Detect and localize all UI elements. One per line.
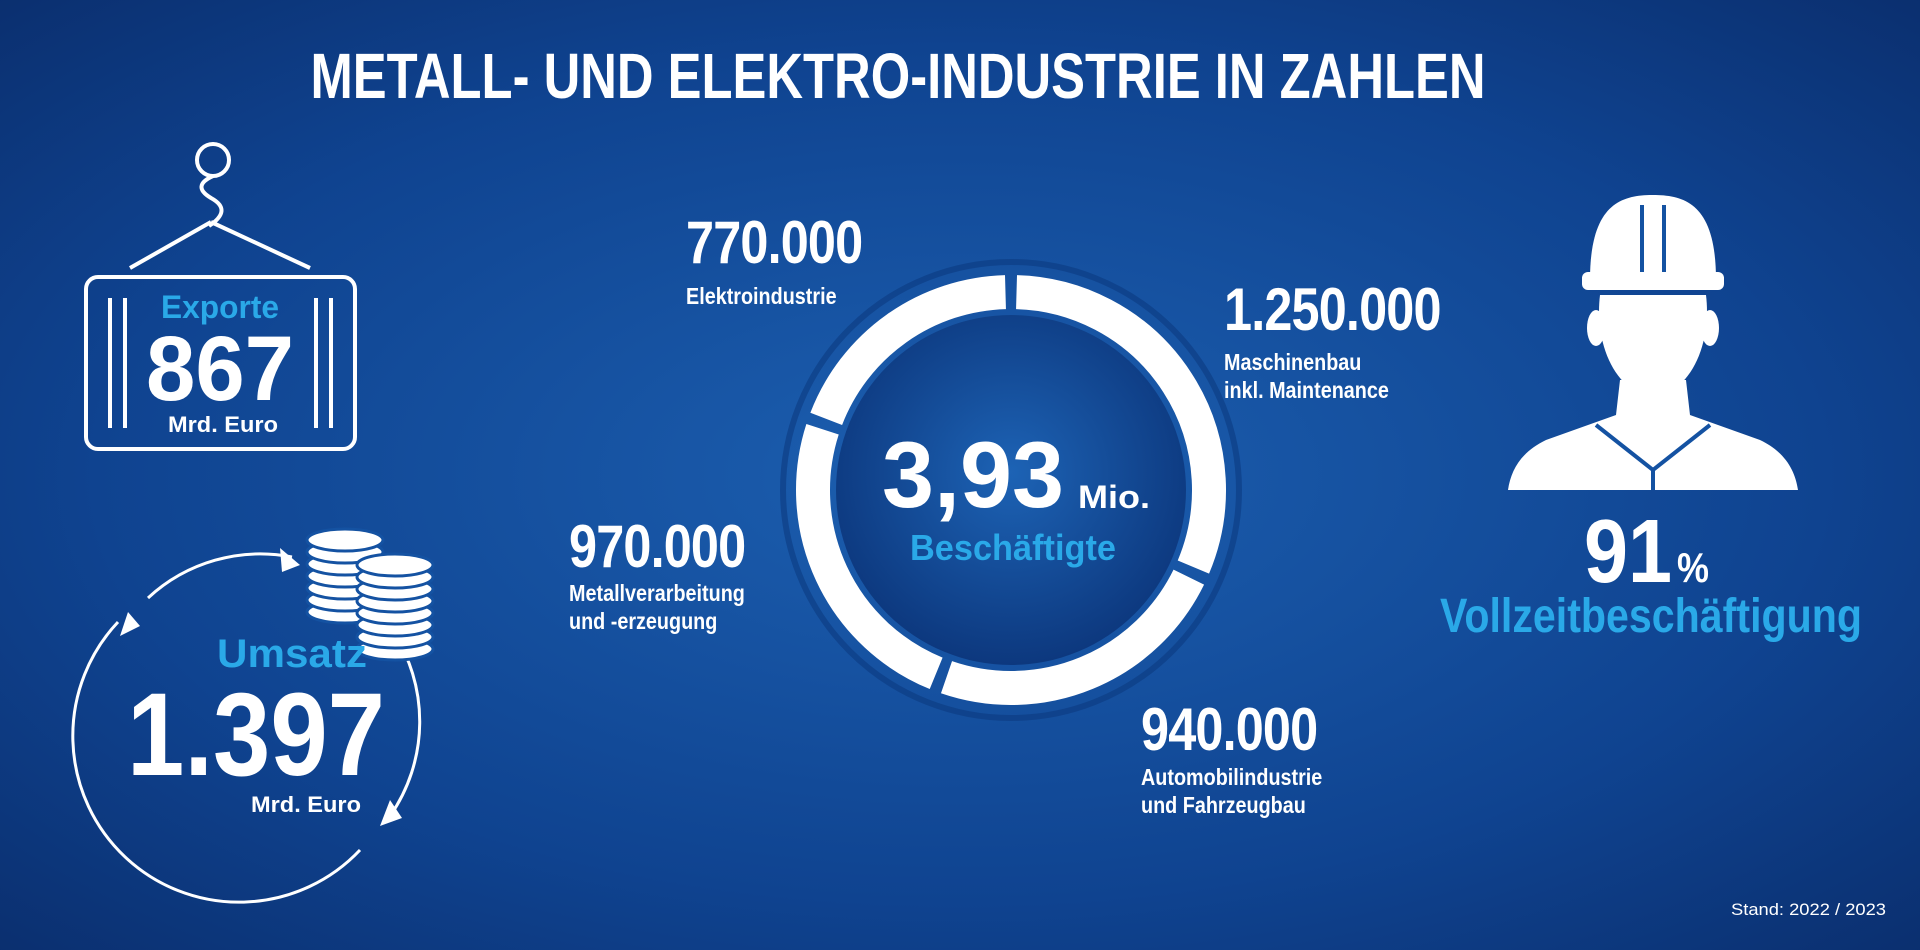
value-label: 970.000 xyxy=(569,513,746,580)
center-value: 3,93 xyxy=(882,422,1064,527)
category-label: Metallverarbeitung und -erzeugung xyxy=(569,580,745,635)
donut-core xyxy=(836,315,1186,665)
donut-segment xyxy=(796,424,943,690)
revenue-value: 1.397 xyxy=(127,669,385,801)
donut-segment xyxy=(940,569,1205,705)
value-label: 1.250.000 xyxy=(1224,276,1442,343)
donut xyxy=(796,275,1226,705)
category-label: Maschinenbau inkl. Maintenance xyxy=(1224,349,1389,404)
fulltime-value: 91 xyxy=(1584,502,1672,602)
container-icon xyxy=(84,142,357,451)
coins-icon xyxy=(305,527,435,662)
title: METALL- UND ELEKTRO-INDUSTRIE IN ZAHLEN xyxy=(311,40,1486,112)
footnote: Stand: 2022 / 2023 xyxy=(1731,900,1886,919)
category-label: Elektroindustrie xyxy=(686,283,837,309)
center-unit: Mio. xyxy=(1078,479,1150,515)
donut-segment xyxy=(1015,275,1226,574)
category-label: Automobilindustrie und Fahrzeugbau xyxy=(1141,764,1323,819)
exports-value: 867 xyxy=(146,318,294,420)
fulltime-label: Vollzeitbeschäftigung xyxy=(1440,590,1862,643)
center-label: Beschäftigte xyxy=(910,527,1116,568)
exports-label: Exporte xyxy=(161,289,279,325)
coin-top xyxy=(355,552,435,578)
fulltime-unit: % xyxy=(1677,544,1709,591)
coin-top xyxy=(305,527,385,553)
donut-segment xyxy=(810,275,1007,426)
arrow-heads xyxy=(120,548,402,826)
worker-details xyxy=(1594,205,1712,490)
revenue-unit: Mrd. Euro xyxy=(251,792,361,817)
value-label: 770.000 xyxy=(686,209,863,276)
revenue-label: Umsatz xyxy=(217,632,367,676)
worker-icon xyxy=(1508,195,1798,490)
exports-unit: Mrd. Euro xyxy=(168,412,278,437)
donut-shadow xyxy=(780,259,1242,721)
value-label: 940.000 xyxy=(1141,696,1318,763)
